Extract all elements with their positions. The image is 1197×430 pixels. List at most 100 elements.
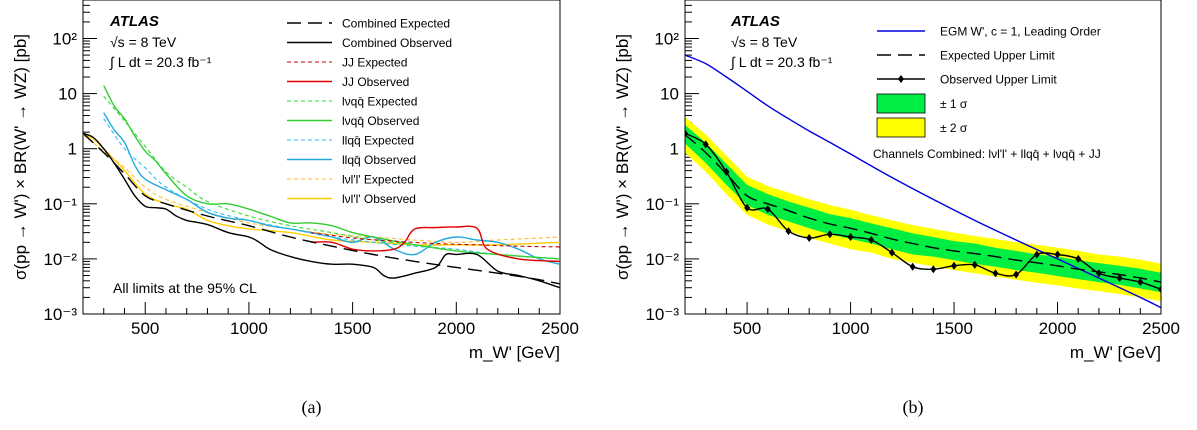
data-point	[1137, 278, 1144, 287]
data-point	[1095, 269, 1102, 278]
data-point	[1075, 254, 1082, 263]
x-axis-title: m_W' [GeV]	[1070, 343, 1161, 362]
panel-caption: (b)	[903, 397, 924, 418]
x-tick-label: 2000	[1039, 319, 1077, 338]
legend-swatch-2sigma	[876, 117, 926, 138]
series-line	[103, 112, 560, 265]
legend-label: Expected Upper Limit	[940, 49, 1055, 63]
data-point	[847, 232, 854, 241]
legend: EGM W', c = 1, Leading Order Expected Upp…	[876, 25, 1101, 138]
series-line	[103, 118, 560, 260]
data-point	[1033, 250, 1040, 259]
data-point	[764, 205, 771, 214]
legend-label: ± 2 σ	[940, 121, 968, 135]
legend-label: lνqq̄ Expected	[342, 95, 417, 109]
legend-label: EGM W', c = 1, Leading Order	[940, 25, 1101, 39]
band-1sigma	[685, 124, 1161, 293]
series-line	[685, 134, 1161, 283]
y-axis-title: σ(pp → W') × BR(W' → WZ) [pb]	[613, 34, 632, 280]
series-line	[685, 54, 1161, 309]
chart-panel-a: 500 1000 1500 2000 2500 10⁻³ 10⁻² 10⁻¹ 1 10 10² m_W…	[11, 0, 579, 418]
series-group	[83, 85, 560, 289]
y-tick-label: 10²	[654, 30, 679, 49]
channels-note: Channels Combined: lνl'l' + llqq̄ + lνqq…	[873, 147, 1101, 161]
data-point	[888, 248, 895, 257]
y-axis: 10⁻³ 10⁻² 10⁻¹ 1 10 10²	[645, 0, 699, 324]
y-tick-label: 10⁻¹	[43, 195, 77, 214]
y-tick-label: 10⁻³	[43, 305, 77, 324]
panel-caption: (a)	[302, 397, 322, 418]
x-tick-label: 1500	[935, 319, 973, 338]
experiment-label: ATLAS	[109, 13, 159, 30]
confidence-note: All limits at the 95% CL	[113, 280, 257, 296]
data-point	[1116, 274, 1123, 283]
y-axis: 10⁻³ 10⁻² 10⁻¹ 1 10 10²	[43, 0, 97, 324]
x-axis-title: m_W' [GeV]	[469, 343, 560, 362]
y-tick-label: 10²	[52, 30, 77, 49]
x-tick-label: 500	[131, 319, 159, 338]
data-point	[785, 227, 792, 236]
legend-swatch-1sigma	[876, 93, 926, 114]
series-group	[685, 54, 1161, 309]
legend-label: lνl'l' Expected	[342, 173, 414, 187]
experiment-label: ATLAS	[730, 13, 780, 30]
series-line	[83, 132, 560, 289]
y-tick-label: 10⁻²	[645, 250, 679, 269]
y-tick-label: 1	[670, 140, 679, 159]
y-tick-label: 10⁻³	[645, 305, 679, 324]
energy-label: √s = 8 TeV	[110, 34, 177, 50]
data-point	[1013, 270, 1020, 279]
x-axis: 500 1000 1500 2000 2500	[103, 302, 579, 338]
data-point	[951, 261, 958, 270]
series-line	[83, 132, 560, 285]
x-tick-label: 2500	[1142, 319, 1180, 338]
data-point	[806, 233, 813, 242]
data-point	[868, 236, 875, 245]
chart-panel-b: 500 1000 1500 2000 2500 10⁻³ 10⁻² 10⁻¹ 1 10 10² m_W…	[613, 0, 1180, 418]
series-line	[311, 225, 560, 263]
x-tick-label: 2500	[541, 319, 579, 338]
luminosity-label: ∫ L dt = 20.3 fb⁻¹	[109, 54, 212, 70]
legend-label: Observed Upper Limit	[940, 73, 1057, 87]
series-line	[83, 134, 560, 243]
data-point	[971, 260, 978, 269]
x-tick-label: 1500	[334, 319, 372, 338]
x-tick-label: 1000	[832, 319, 870, 338]
legend-label: Combined Expected	[342, 17, 450, 31]
x-tick-label: 500	[733, 319, 761, 338]
data-point	[1158, 285, 1161, 294]
plot-frame	[82, 0, 561, 315]
legend-label: JJ Observed	[342, 75, 409, 89]
legend-label: lνl'l' Observed	[342, 192, 416, 206]
plot-frame-top	[684, 0, 1162, 315]
legend-label: ± 1 σ	[940, 97, 968, 111]
series-line	[103, 85, 560, 260]
data-point	[702, 140, 709, 149]
data-point	[1054, 250, 1061, 259]
luminosity-label: ∫ L dt = 20.3 fb⁻¹	[730, 54, 833, 70]
bands	[685, 116, 1161, 302]
data-point	[744, 203, 751, 212]
legend-label: Combined Observed	[342, 36, 452, 50]
x-tick-label: 1000	[230, 319, 268, 338]
y-tick-label: 1	[68, 140, 77, 159]
data-point	[930, 265, 937, 274]
legend-label: lνqq̄ Observed	[342, 114, 419, 128]
legend-label: llqq̄ Expected	[342, 134, 414, 148]
legend: Combined Expected Combined Observed JJ Exp…	[287, 17, 452, 206]
data-point	[909, 262, 916, 271]
data-point	[826, 230, 833, 239]
series-line	[103, 95, 560, 260]
x-tick-label: 2000	[437, 319, 475, 338]
x-axis: 500 1000 1500 2000 2500	[705, 302, 1180, 338]
legend-label: llqq̄ Observed	[342, 153, 416, 167]
legend-label: JJ Expected	[342, 56, 407, 70]
data-point	[992, 269, 999, 278]
data-point	[723, 167, 730, 176]
y-tick-label: 10	[660, 85, 679, 104]
y-tick-label: 10	[58, 85, 77, 104]
legend-marker	[898, 75, 904, 83]
data-point	[685, 129, 688, 138]
series-line	[83, 132, 560, 246]
